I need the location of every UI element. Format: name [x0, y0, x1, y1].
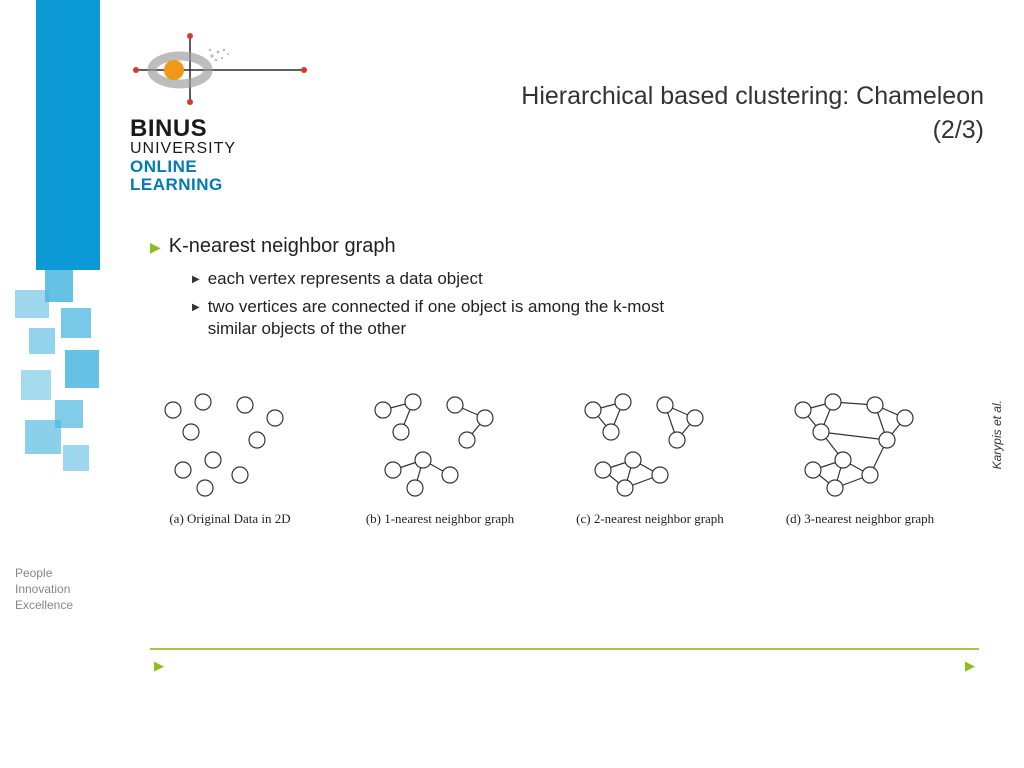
- tagline-line: Innovation: [15, 581, 73, 597]
- diagram-panel: (d) 3-nearest neighbor graph: [760, 380, 960, 540]
- diagram-caption: (c) 2-nearest neighbor graph: [550, 511, 750, 527]
- graph-svg: [340, 380, 540, 500]
- logo-line2: UNIVERSITY: [130, 141, 330, 158]
- content-block: ▶ K-nearest neighbor graph ▶ each vertex…: [150, 235, 690, 346]
- diagrams-row: (a) Original Data in 2D (b) 1-nearest nei…: [130, 380, 960, 540]
- diagram-panel: (b) 1-nearest neighbor graph: [340, 380, 540, 540]
- bullet-main: ▶ K-nearest neighbor graph: [150, 235, 690, 258]
- bullet-main-text: K-nearest neighbor graph: [169, 235, 396, 258]
- graph-svg: [130, 380, 330, 500]
- sub-bullet-list: ▶ each vertex represents a data object ▶…: [192, 268, 690, 340]
- slide-title: Hierarchical based clustering: Chameleon…: [521, 80, 984, 148]
- tagline-line: Excellence: [15, 597, 73, 613]
- logo-line3: ONLINE: [130, 158, 330, 176]
- diagram-panel: (a) Original Data in 2D: [130, 380, 330, 540]
- footer-divider: [150, 648, 979, 650]
- diagram-panel: (c) 2-nearest neighbor graph: [550, 380, 750, 540]
- diagram-caption: (a) Original Data in 2D: [130, 511, 330, 527]
- triangle-bullet-icon: ▶: [192, 268, 200, 286]
- logo-line4: LEARNING: [130, 176, 330, 194]
- university-logo: BINUS UNIVERSITY ONLINE LEARNING: [130, 30, 330, 194]
- nav-prev-icon[interactable]: ▶: [154, 658, 164, 674]
- diagram-caption: (d) 3-nearest neighbor graph: [760, 511, 960, 527]
- sidebar-accent-bar: [36, 0, 100, 270]
- title-line1: Hierarchical based clustering: Chameleon: [521, 80, 984, 114]
- bullet-sub: ▶ two vertices are connected if one obje…: [192, 296, 690, 340]
- logo-mark: [130, 30, 310, 110]
- nav-next-icon[interactable]: ▶: [965, 658, 975, 674]
- triangle-bullet-icon: ▶: [150, 235, 161, 256]
- diagram-caption: (b) 1-nearest neighbor graph: [340, 511, 540, 527]
- footer-nav: ▶ ▶: [150, 658, 979, 678]
- bullet-sub: ▶ each vertex represents a data object: [192, 268, 690, 290]
- sidebar-tagline: People Innovation Excellence: [15, 565, 73, 614]
- bullet-sub-text: two vertices are connected if one object…: [208, 296, 690, 340]
- sidebar: People Innovation Excellence: [0, 0, 100, 768]
- logo-text: BINUS UNIVERSITY ONLINE LEARNING: [130, 116, 330, 194]
- tagline-line: People: [15, 565, 73, 581]
- graph-svg: [760, 380, 960, 500]
- bullet-sub-text: each vertex represents a data object: [208, 268, 483, 290]
- graph-svg: [550, 380, 750, 500]
- title-line2: (2/3): [521, 114, 984, 148]
- citation-text: Karypis et al.: [990, 400, 1004, 469]
- sidebar-pattern: [15, 270, 105, 500]
- logo-line1: BINUS: [130, 116, 330, 141]
- triangle-bullet-icon: ▶: [192, 296, 200, 314]
